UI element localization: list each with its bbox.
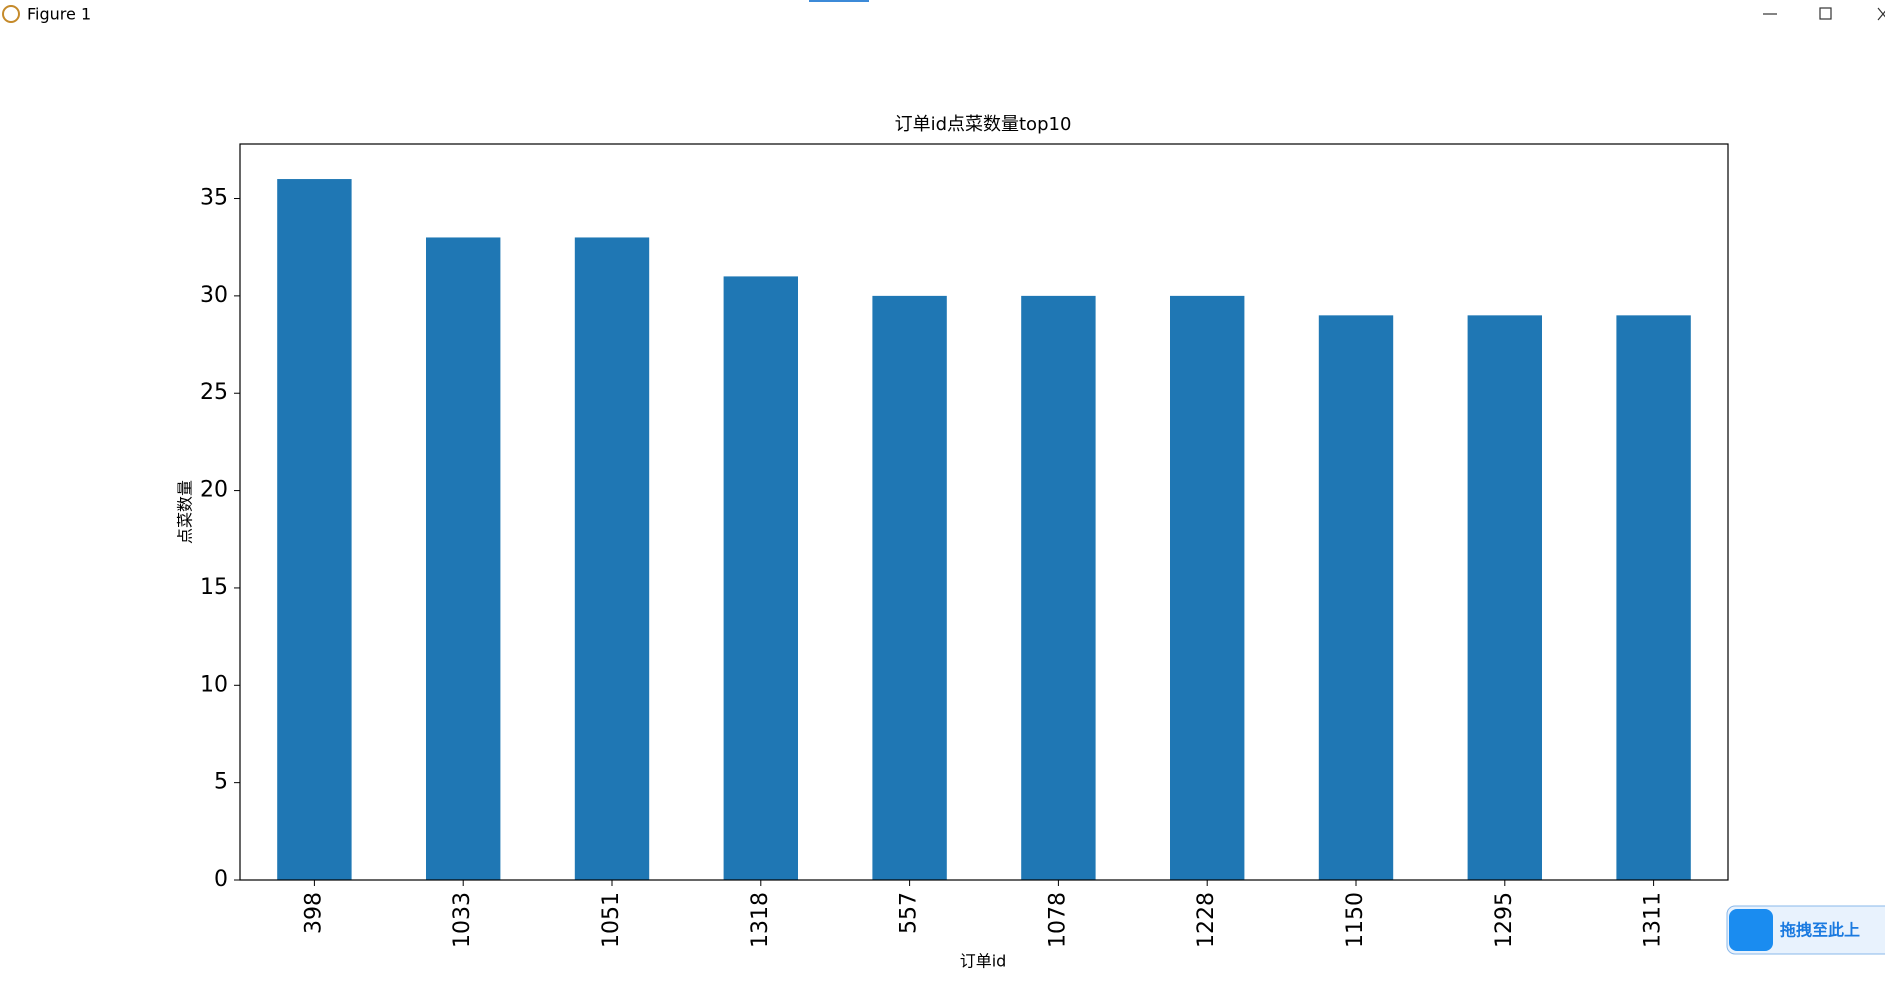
drag-label: 拖拽至此上 <box>1780 921 1860 940</box>
x-tick-label: 557 <box>897 892 922 934</box>
bar <box>1170 295 1245 880</box>
y-tick-label: 25 <box>200 380 228 405</box>
drag-icon <box>1729 909 1773 951</box>
x-tick-label: 398 <box>301 892 326 934</box>
close-button[interactable] <box>1877 7 1885 21</box>
y-tick-label: 15 <box>200 575 228 600</box>
bar <box>277 179 352 881</box>
plot-frame <box>239 143 1729 881</box>
bar <box>723 276 798 881</box>
chart-title: 订单id点菜数量top10 <box>895 114 1072 135</box>
y-axis-label: 点菜数量 <box>176 480 195 544</box>
y-tick-label: 30 <box>200 283 228 308</box>
x-tick-label: 1311 <box>1641 892 1666 948</box>
maximize-button[interactable] <box>1819 7 1832 20</box>
x-tick-label: 1150 <box>1343 892 1368 948</box>
tab-indicator <box>809 0 869 2</box>
y-tick-label: 0 <box>214 867 228 892</box>
app-icon <box>2 5 20 23</box>
y-tick-label: 10 <box>200 672 228 697</box>
window-title: Figure 1 <box>27 5 91 24</box>
x-tick-label: 1228 <box>1194 892 1219 948</box>
bar <box>1021 295 1096 880</box>
drag-widget[interactable]: 拖拽至此上 <box>1726 905 1885 955</box>
bar <box>1467 315 1542 881</box>
x-tick-label: 1318 <box>748 892 773 948</box>
bar <box>1616 315 1691 881</box>
x-tick-label: 1051 <box>599 892 624 948</box>
bar <box>426 237 501 880</box>
y-tick-label: 5 <box>214 770 228 795</box>
bar <box>574 237 650 880</box>
x-tick-label: 1033 <box>450 892 475 948</box>
x-axis-label: 订单id <box>960 952 1007 971</box>
y-tick-label: 35 <box>200 186 228 211</box>
bar <box>1318 315 1394 881</box>
x-tick-label: 1078 <box>1045 892 1070 948</box>
title-bar <box>0 0 1885 30</box>
x-tick-label: 1295 <box>1492 892 1517 948</box>
y-tick-label: 20 <box>200 478 228 503</box>
bar <box>872 295 947 880</box>
